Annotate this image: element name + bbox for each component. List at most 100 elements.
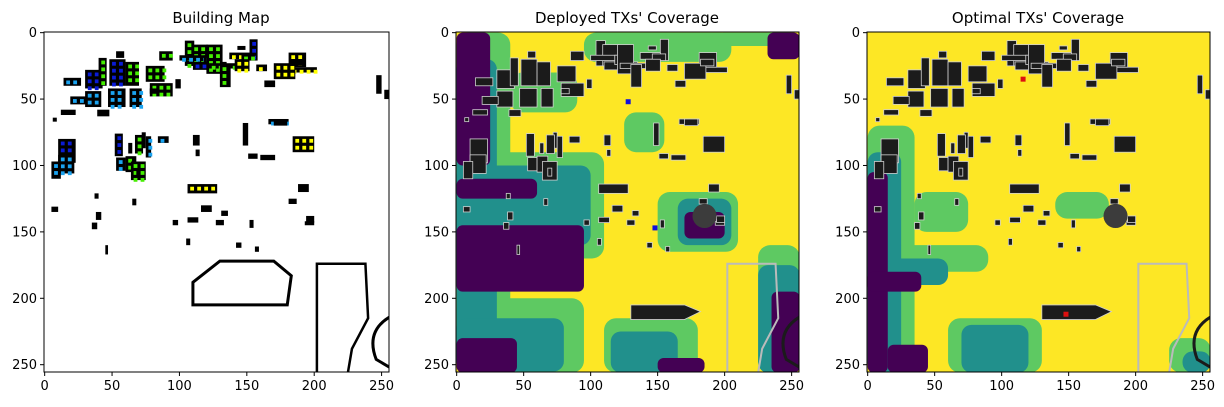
grid-marker: [132, 91, 137, 95]
building: [52, 117, 57, 122]
grid-marker: [117, 91, 122, 95]
grid-marker: [67, 141, 72, 146]
stadium-outline: [315, 262, 370, 372]
building: [51, 161, 61, 179]
building: [938, 157, 949, 172]
building: [684, 118, 699, 127]
building: [94, 193, 99, 199]
grid-marker: [119, 61, 123, 66]
grid-marker: [135, 71, 140, 76]
y-tick-label: 100: [12, 159, 37, 174]
grid-marker: [182, 57, 186, 62]
building: [128, 142, 133, 154]
grid-marker: [140, 171, 145, 175]
building: [920, 57, 930, 87]
x-axis: 0 50 100 150 200 250: [864, 372, 1215, 394]
building: [543, 198, 549, 206]
building: [159, 51, 173, 61]
building: [994, 219, 1001, 226]
grid-marker: [112, 61, 116, 66]
y-tick-label: 150: [424, 225, 449, 240]
building: [919, 109, 933, 117]
building: [464, 117, 470, 123]
grid-marker: [196, 57, 200, 62]
building: [1058, 45, 1068, 51]
grid-marker: [148, 68, 153, 73]
grid-marker: [152, 92, 157, 97]
grid-marker: [222, 74, 227, 78]
grid-marker: [60, 171, 65, 176]
grid-marker: [73, 80, 78, 85]
building: [242, 122, 249, 146]
x-tick-label: 200: [712, 379, 737, 394]
building: [914, 222, 921, 230]
grid-marker: [252, 48, 257, 53]
grid-marker: [87, 79, 92, 84]
building: [916, 192, 922, 200]
grid-marker: [128, 78, 133, 83]
building: [1022, 204, 1035, 213]
grid-marker: [117, 98, 122, 102]
x-tick-label: 0: [864, 379, 872, 394]
grid-marker: [209, 67, 213, 72]
grid-marker: [258, 67, 263, 71]
building: [289, 59, 304, 66]
x-tick-label: 50: [104, 379, 121, 394]
grid-marker: [132, 104, 137, 109]
grid-marker: [101, 60, 106, 65]
grid-marker: [133, 177, 138, 182]
chart-title: Building Map: [172, 9, 269, 27]
building: [967, 65, 988, 83]
building: [1204, 89, 1210, 100]
x-tick-label: 150: [645, 379, 670, 394]
grid-marker: [112, 75, 116, 80]
grid-marker: [128, 165, 133, 170]
building: [918, 211, 925, 221]
grid-marker: [209, 61, 213, 65]
grid-marker: [132, 98, 137, 102]
grid-marker: [94, 86, 99, 91]
grid-marker: [211, 65, 216, 70]
transmitter-marker: [1020, 76, 1026, 82]
y-tick-label: 200: [835, 292, 860, 307]
building: [546, 134, 555, 154]
building: [540, 88, 554, 108]
building: [666, 64, 679, 72]
grid-marker: [54, 171, 58, 175]
grid-marker: [60, 141, 65, 146]
y-axis: 0 50 100 150 200 250: [12, 26, 44, 373]
building: [938, 50, 948, 59]
building: [570, 50, 585, 61]
building: [51, 206, 59, 212]
building: [1127, 215, 1137, 223]
building: [505, 192, 511, 200]
grid-marker: [119, 82, 123, 87]
building: [947, 61, 962, 87]
building: [793, 89, 799, 100]
arc-building: [781, 315, 799, 369]
building: [95, 211, 102, 220]
building: [298, 184, 309, 193]
building: [172, 219, 179, 226]
grid-marker: [244, 56, 248, 61]
building: [892, 96, 910, 105]
x-tick-label: 100: [578, 379, 603, 394]
grid-marker: [216, 61, 220, 65]
grid-marker: [101, 74, 106, 79]
plot-frame: [866, 31, 1211, 373]
building: [179, 55, 210, 61]
building: [1077, 64, 1090, 72]
coverage-zone: [456, 338, 517, 372]
grid-marker: [112, 82, 116, 87]
building: [192, 134, 200, 146]
coverage-zone: [767, 32, 799, 60]
building: [254, 246, 259, 252]
stadium-outline: [726, 262, 780, 372]
building: [971, 88, 981, 95]
y-tick-label: 200: [12, 292, 37, 307]
grid-marker: [204, 186, 209, 191]
grid-marker: [231, 55, 236, 60]
grid-marker: [87, 93, 92, 98]
arc-building: [1192, 315, 1210, 369]
building: [1070, 219, 1076, 229]
